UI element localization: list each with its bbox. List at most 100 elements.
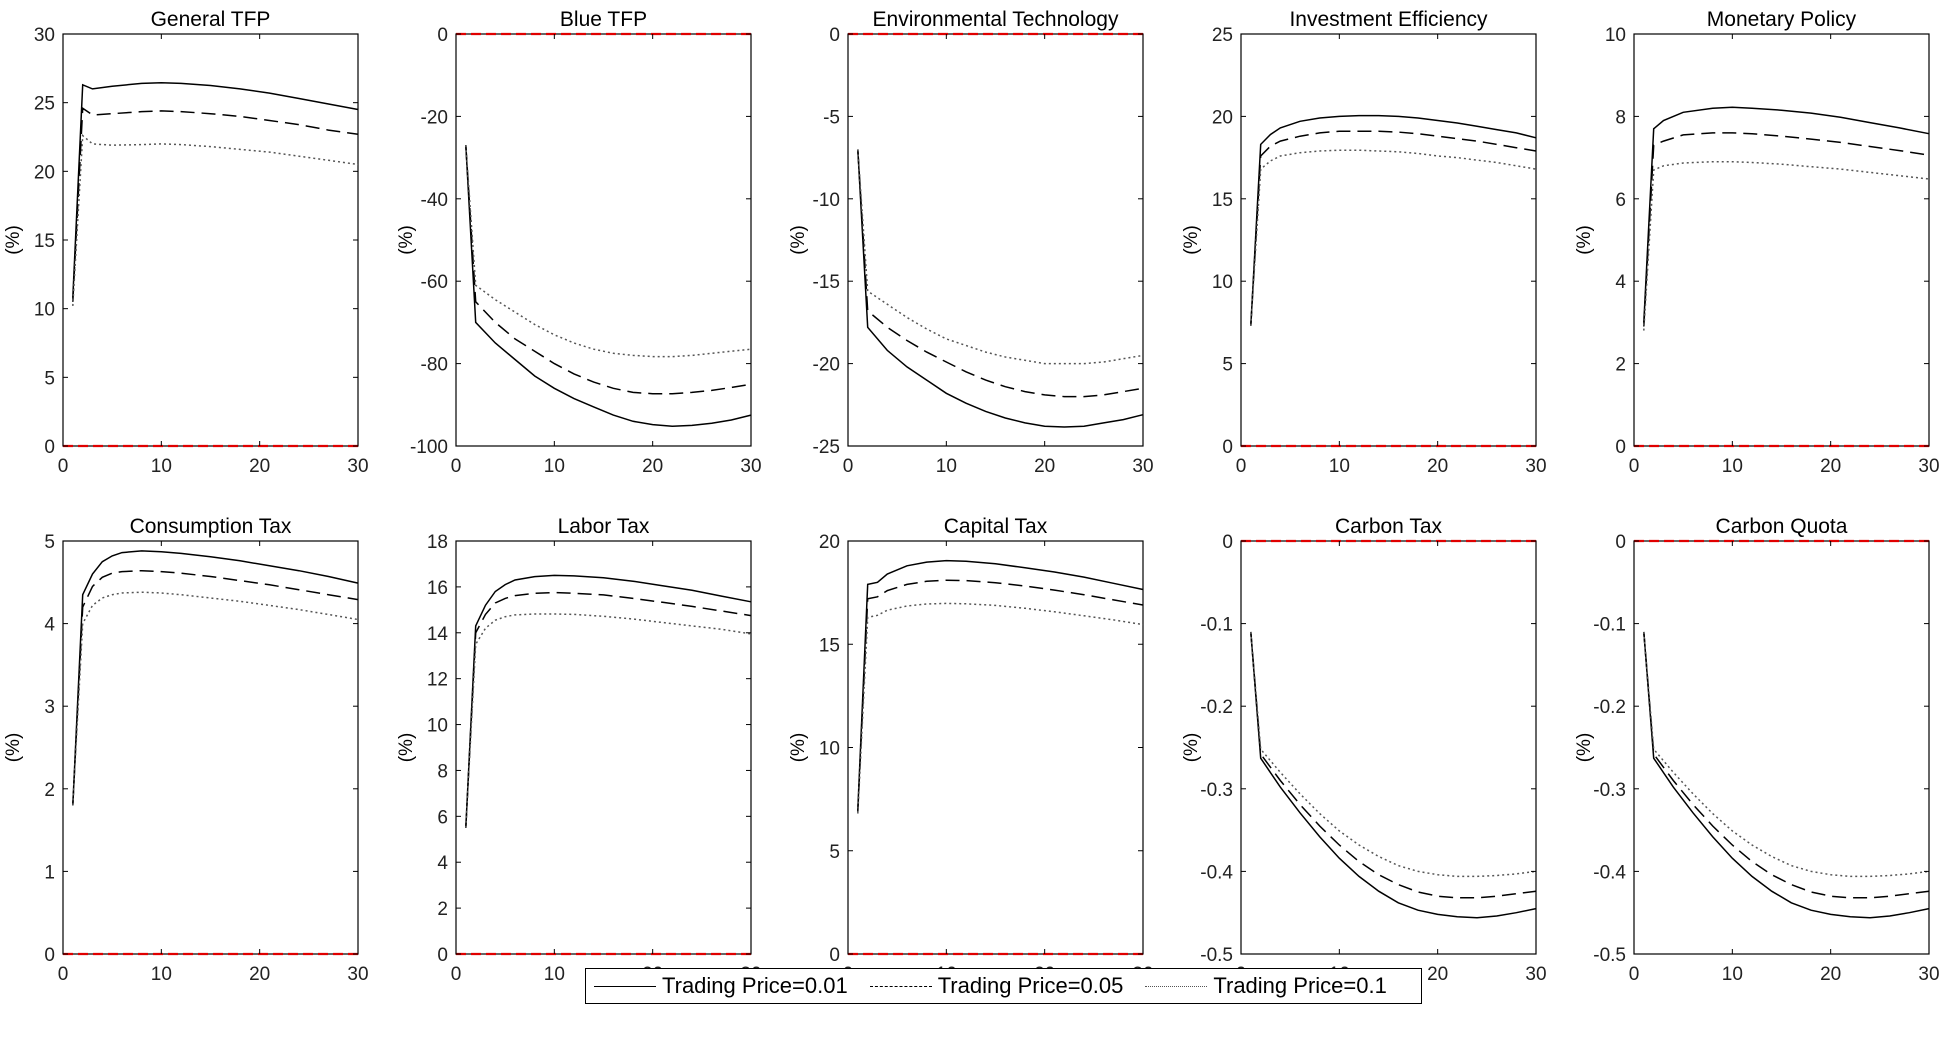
subplot-title: Blue TFP xyxy=(560,8,647,31)
subplot-title: Environmental Technology xyxy=(873,8,1119,31)
series-line-3 xyxy=(72,134,359,306)
series-line-2 xyxy=(465,591,752,828)
series-line-2 xyxy=(857,579,1144,812)
subplot-title: Investment Efficiency xyxy=(1289,8,1488,31)
series-line-3 xyxy=(1643,160,1930,331)
subplot-6: 0 10 20 30 0 1 2 3 4 5 Consumption Tax (%) xyxy=(3,515,369,985)
y-tick-label: 0 xyxy=(437,945,448,966)
subplot-5: 0 10 20 30 0 2 4 6 8 10 Monetary Policy (%) xyxy=(1574,8,1940,477)
x-tick-label: 0 xyxy=(58,964,69,985)
y-tick-label: -25 xyxy=(813,437,840,458)
y-tick-label: -0.1 xyxy=(1593,615,1626,636)
y-axis-label: (%) xyxy=(1181,225,1202,255)
x-tick-label: 20 xyxy=(1427,456,1448,477)
axes-box xyxy=(455,33,752,447)
y-axis-label: (%) xyxy=(3,733,24,763)
y-tick-label: 30 xyxy=(34,25,55,46)
subplot-10: 0 10 20 30 -0.5 -0.4 -0.3 -0.2 -0.1 0 Carbon Quota… xyxy=(1574,515,1940,985)
subplot-title: Capital Tax xyxy=(944,515,1048,538)
y-tick-label: 0 xyxy=(829,945,840,966)
series-line-1 xyxy=(72,550,359,806)
y-tick-label: 1 xyxy=(44,862,55,883)
axes-box xyxy=(1240,33,1537,447)
axes-box xyxy=(62,33,359,447)
y-tick-label: 5 xyxy=(1222,355,1233,376)
subplot-8: 010203005101520Capital Tax(%) xyxy=(788,515,1154,985)
x-tick-label: 20 xyxy=(1034,456,1055,477)
x-tick-label: 30 xyxy=(1525,964,1546,985)
x-tick-label: 30 xyxy=(347,964,368,985)
subplot-1: 0 10 20 30 0 5 10 15 20 25 30 General TFP (%) xyxy=(3,8,369,477)
series-line-1 xyxy=(1643,631,1930,919)
y-axis-label: (%) xyxy=(396,225,417,255)
dashed-line-icon xyxy=(869,985,932,987)
y-tick-label: 4 xyxy=(44,615,55,636)
series-line-1 xyxy=(1250,114,1537,326)
y-tick-label: 8 xyxy=(437,761,448,782)
x-tick-label: 10 xyxy=(151,456,172,477)
subplot-title: Carbon Quota xyxy=(1716,515,1848,538)
legend-item-dashed: Trading Price=0.05 xyxy=(869,973,1123,999)
y-axis-label: (%) xyxy=(1574,225,1595,255)
dotted-line-icon xyxy=(1145,985,1208,987)
y-tick-label: 0 xyxy=(437,25,448,46)
series-line-3 xyxy=(465,145,752,358)
x-tick-label: 20 xyxy=(249,964,270,985)
subplot-3: 0 10 20 30 -25 -20 -15 -10 -5 0 Environmental Tech… xyxy=(788,8,1154,477)
x-tick-label: 20 xyxy=(1820,964,1841,985)
axes-box xyxy=(847,33,1144,447)
y-tick-label: 0 xyxy=(44,437,55,458)
series-line-2 xyxy=(72,106,359,302)
x-tick-label: 0 xyxy=(843,456,854,477)
y-tick-label: 10 xyxy=(1605,25,1626,46)
y-tick-label: 25 xyxy=(1212,25,1233,46)
series-line-3 xyxy=(857,602,1144,814)
y-tick-label: 20 xyxy=(819,532,840,553)
y-tick-label: 8 xyxy=(1615,107,1626,128)
series-line-2 xyxy=(1250,130,1537,326)
y-tick-label: 0 xyxy=(1222,437,1233,458)
y-tick-label: -20 xyxy=(421,107,448,128)
y-tick-label: -0.5 xyxy=(1593,945,1626,966)
y-tick-label: -5 xyxy=(823,107,840,128)
y-tick-label: 10 xyxy=(427,716,448,737)
series-line-1 xyxy=(1250,631,1537,919)
legend-label: Trading Price=0.1 xyxy=(1213,973,1387,998)
y-tick-label: 6 xyxy=(1615,190,1626,211)
y-tick-label: 0 xyxy=(1222,532,1233,553)
y-tick-label: -15 xyxy=(813,272,840,293)
y-tick-label: 0 xyxy=(829,25,840,46)
x-tick-label: 10 xyxy=(1329,456,1350,477)
subplot-2: 0 10 20 30 -100 -80 -60 -40 -20 0 Blue TFP (%) xyxy=(396,8,762,477)
y-tick-label: 10 xyxy=(819,739,840,760)
y-tick-label: 0 xyxy=(1615,437,1626,458)
x-tick-label: 30 xyxy=(1918,456,1939,477)
series-line-1 xyxy=(465,145,752,427)
series-line-2 xyxy=(1643,132,1930,327)
x-tick-label: 10 xyxy=(544,964,565,985)
y-tick-label: -0.2 xyxy=(1593,697,1626,718)
y-tick-label: 15 xyxy=(34,231,55,252)
x-tick-label: 10 xyxy=(1722,456,1743,477)
subplot-title: Labor Tax xyxy=(558,515,650,538)
x-tick-label: 0 xyxy=(1629,964,1640,985)
x-tick-label: 30 xyxy=(347,456,368,477)
legend-item-dotted: Trading Price=0.1 xyxy=(1145,973,1387,999)
y-tick-label: 0 xyxy=(44,945,55,966)
series-line-1 xyxy=(1643,106,1930,323)
series-line-1 xyxy=(72,82,359,298)
y-tick-label: -0.4 xyxy=(1200,862,1233,883)
y-tick-label: -0.3 xyxy=(1593,780,1626,801)
y-tick-label: -40 xyxy=(421,190,448,211)
series-line-2 xyxy=(1643,631,1930,899)
y-tick-label: 3 xyxy=(44,697,55,718)
x-tick-label: 20 xyxy=(1820,456,1841,477)
y-tick-label: -0.1 xyxy=(1200,615,1233,636)
series-line-2 xyxy=(1250,631,1537,899)
series-line-1 xyxy=(465,574,752,828)
series-line-3 xyxy=(465,613,752,828)
x-tick-label: 30 xyxy=(1132,456,1153,477)
x-tick-label: 0 xyxy=(1236,456,1247,477)
legend-item-solid: Trading Price=0.01 xyxy=(594,973,848,999)
